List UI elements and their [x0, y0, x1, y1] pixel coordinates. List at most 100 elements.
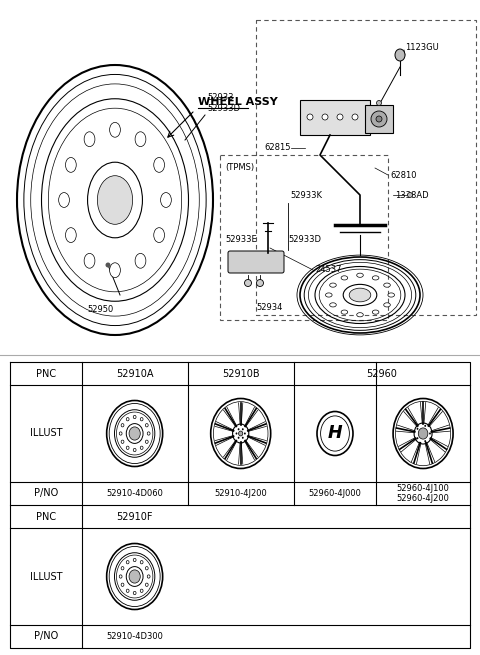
Ellipse shape [238, 437, 240, 439]
Ellipse shape [418, 428, 428, 439]
FancyBboxPatch shape [228, 251, 284, 273]
Ellipse shape [341, 276, 348, 280]
Ellipse shape [65, 228, 76, 242]
Ellipse shape [429, 432, 431, 434]
Ellipse shape [145, 424, 148, 427]
Ellipse shape [109, 122, 120, 138]
Text: (TPMS): (TPMS) [225, 163, 254, 172]
Text: 1123GU: 1123GU [405, 43, 439, 52]
Ellipse shape [154, 157, 165, 172]
Ellipse shape [119, 575, 122, 578]
Ellipse shape [325, 293, 332, 297]
Ellipse shape [126, 561, 129, 564]
Ellipse shape [133, 415, 136, 419]
Ellipse shape [388, 293, 395, 297]
Ellipse shape [256, 280, 264, 286]
Ellipse shape [238, 428, 240, 430]
Ellipse shape [154, 228, 165, 242]
Ellipse shape [140, 589, 143, 592]
Ellipse shape [84, 132, 95, 147]
Ellipse shape [133, 591, 136, 595]
Text: P/NO: P/NO [34, 631, 58, 641]
Ellipse shape [349, 288, 371, 302]
Text: 52910B: 52910B [222, 369, 260, 379]
Text: 52910F: 52910F [117, 512, 153, 521]
Text: P/NO: P/NO [34, 489, 58, 498]
Ellipse shape [357, 312, 363, 317]
Ellipse shape [109, 263, 120, 278]
Text: 52910-4J200: 52910-4J200 [214, 489, 267, 498]
Ellipse shape [145, 440, 148, 443]
Ellipse shape [121, 567, 124, 570]
Ellipse shape [97, 176, 132, 224]
Ellipse shape [133, 449, 136, 452]
Text: 52910-4D060: 52910-4D060 [106, 489, 163, 498]
Text: 52933D: 52933D [288, 236, 321, 244]
Ellipse shape [59, 193, 70, 208]
Text: ILLUST: ILLUST [30, 428, 62, 438]
Ellipse shape [371, 111, 387, 127]
Text: 62810: 62810 [390, 170, 417, 179]
Ellipse shape [147, 575, 150, 578]
Ellipse shape [417, 437, 419, 440]
Ellipse shape [126, 417, 129, 421]
Text: 52950: 52950 [87, 305, 113, 314]
Ellipse shape [147, 432, 150, 435]
Text: 52910A: 52910A [116, 369, 154, 379]
Text: 62815: 62815 [264, 143, 290, 153]
Ellipse shape [145, 583, 148, 586]
Ellipse shape [337, 114, 343, 120]
Ellipse shape [236, 432, 238, 434]
Text: 1338AD: 1338AD [395, 191, 429, 200]
Text: 52934: 52934 [257, 303, 283, 312]
Ellipse shape [140, 417, 143, 421]
Text: 52933K: 52933K [290, 191, 322, 200]
Ellipse shape [126, 446, 129, 449]
Ellipse shape [126, 589, 129, 592]
Ellipse shape [129, 570, 140, 583]
Ellipse shape [145, 567, 148, 570]
Ellipse shape [330, 283, 336, 287]
Ellipse shape [424, 440, 426, 442]
Ellipse shape [395, 49, 405, 61]
Ellipse shape [417, 428, 419, 430]
Text: 52910-4D300: 52910-4D300 [106, 632, 163, 641]
Ellipse shape [424, 425, 426, 427]
Ellipse shape [307, 114, 313, 120]
Ellipse shape [341, 310, 348, 314]
Text: PNC: PNC [36, 369, 56, 379]
Ellipse shape [357, 273, 363, 277]
Ellipse shape [106, 263, 110, 267]
Ellipse shape [135, 132, 146, 147]
Bar [256, 20, 476, 315]
Ellipse shape [161, 193, 171, 208]
Text: ILLUST: ILLUST [30, 572, 62, 582]
FancyBboxPatch shape [365, 105, 393, 133]
Ellipse shape [239, 431, 243, 436]
Ellipse shape [376, 100, 382, 105]
Text: PNC: PNC [36, 512, 56, 521]
Ellipse shape [135, 253, 146, 268]
Ellipse shape [121, 440, 124, 443]
Text: WHEEL ASSY: WHEEL ASSY [198, 97, 278, 107]
Text: 52933
52933D: 52933 52933D [207, 93, 240, 113]
Ellipse shape [244, 432, 246, 434]
Ellipse shape [121, 424, 124, 427]
Ellipse shape [242, 437, 244, 439]
Text: 24537: 24537 [315, 265, 341, 274]
Ellipse shape [330, 303, 336, 307]
Ellipse shape [384, 283, 390, 287]
Ellipse shape [372, 276, 379, 280]
Ellipse shape [140, 446, 143, 449]
Ellipse shape [408, 193, 412, 198]
Ellipse shape [242, 428, 244, 430]
Ellipse shape [244, 280, 252, 286]
Ellipse shape [65, 157, 76, 172]
Ellipse shape [140, 561, 143, 564]
Ellipse shape [376, 116, 382, 122]
Ellipse shape [322, 114, 328, 120]
FancyBboxPatch shape [300, 100, 370, 135]
Bar [220, 155, 388, 320]
Text: 52933E: 52933E [225, 236, 257, 244]
Ellipse shape [121, 583, 124, 586]
